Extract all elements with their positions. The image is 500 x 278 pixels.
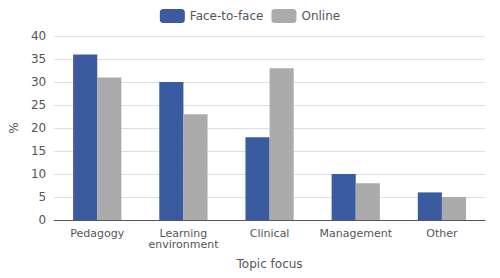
svg-text:20: 20 bbox=[31, 121, 46, 135]
svg-text:Online: Online bbox=[301, 9, 340, 23]
svg-text:40: 40 bbox=[31, 29, 46, 43]
svg-text:Clinical: Clinical bbox=[250, 227, 290, 240]
svg-text:35: 35 bbox=[31, 52, 46, 66]
svg-text:%: % bbox=[7, 122, 21, 133]
svg-text:30: 30 bbox=[31, 75, 46, 89]
svg-text:10: 10 bbox=[31, 167, 46, 181]
svg-text:Pedagogy: Pedagogy bbox=[70, 227, 124, 240]
svg-text:Face-to-face: Face-to-face bbox=[190, 9, 264, 23]
svg-text:Management: Management bbox=[320, 227, 393, 240]
svg-text:environment: environment bbox=[148, 238, 219, 251]
svg-text:5: 5 bbox=[39, 190, 47, 204]
svg-text:25: 25 bbox=[31, 98, 46, 112]
svg-text:Other: Other bbox=[426, 227, 458, 240]
svg-text:Topic focus: Topic focus bbox=[236, 257, 303, 271]
svg-text:Learning: Learning bbox=[159, 227, 208, 240]
svg-text:15: 15 bbox=[31, 144, 46, 158]
svg-text:0: 0 bbox=[39, 213, 47, 227]
